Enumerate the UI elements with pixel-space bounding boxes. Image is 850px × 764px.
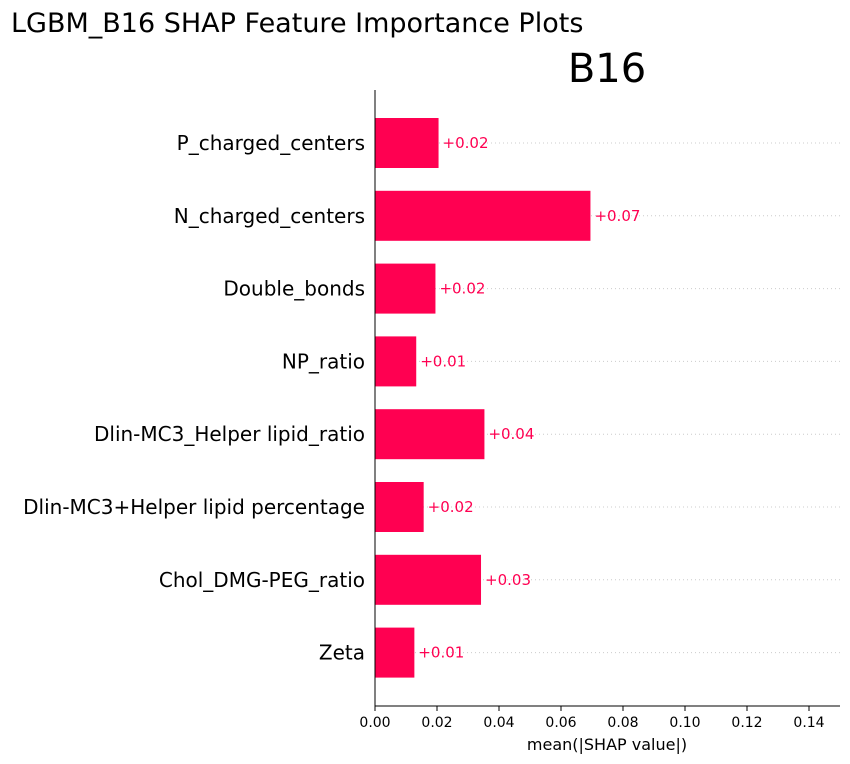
- x-tick-label: 0.08: [607, 715, 638, 731]
- category-label: N_charged_centers: [174, 204, 365, 228]
- value-label: +0.02: [428, 498, 474, 516]
- bar: [375, 336, 417, 387]
- category-label: Double_bonds: [223, 277, 365, 301]
- bar: [375, 482, 424, 532]
- value-label: +0.07: [594, 207, 640, 225]
- bar: [375, 554, 482, 605]
- category-label: Chol_DMG-PEG_ratio: [159, 568, 365, 592]
- bar: [375, 118, 439, 168]
- category-label: Dlin-MC3+Helper lipid percentage: [23, 495, 365, 519]
- x-tick-label: 0.00: [359, 715, 390, 731]
- category-labels: P_charged_centers N_charged_centers Double…: [23, 131, 365, 665]
- category-label: Dlin-MC3_Helper lipid_ratio: [94, 422, 365, 446]
- bar: [375, 409, 485, 460]
- x-tick-label: 0.10: [669, 715, 700, 731]
- category-label: NP_ratio: [282, 349, 365, 373]
- bar: [375, 627, 415, 678]
- figure-suptitle: LGBM_B16 SHAP Feature Importance Plots: [11, 8, 583, 39]
- value-label: +0.04: [488, 425, 534, 443]
- x-tick-label: 0.04: [483, 715, 514, 731]
- x-axis-label: mean(|SHAP value|): [527, 735, 687, 754]
- x-tick-label: 0.12: [731, 715, 762, 731]
- x-tick-label: 0.14: [793, 715, 824, 731]
- value-label: +0.03: [485, 571, 531, 589]
- x-tick-label: 0.02: [421, 715, 452, 731]
- chart-title: B16: [568, 46, 646, 92]
- bar: [375, 263, 436, 314]
- value-label: +0.02: [439, 280, 485, 298]
- category-label: Zeta: [319, 641, 365, 665]
- bars-group: [375, 118, 591, 678]
- value-label: +0.01: [420, 352, 466, 370]
- value-label: +0.02: [443, 134, 489, 152]
- value-labels: +0.02 +0.07 +0.02 +0.01 +0.04 +0.02 +0.03 +0.01: [418, 134, 640, 662]
- category-label: P_charged_centers: [177, 131, 365, 155]
- value-label: +0.01: [418, 644, 464, 662]
- bar: [375, 190, 591, 241]
- x-tick-label: 0.06: [545, 715, 576, 731]
- x-axis-ticks: 0.00 0.02 0.04 0.06 0.08 0.10 0.12 0.14: [359, 706, 825, 731]
- row-guides: [375, 142, 840, 654]
